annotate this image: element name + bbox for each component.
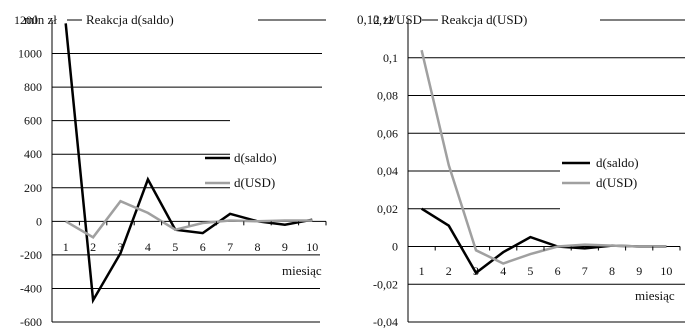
y-tick-label: -400	[20, 281, 42, 295]
y-tick-label: 0,04	[377, 164, 398, 178]
y-tick-label: 1000	[18, 47, 42, 61]
y-unit-label: 0,12 zł/USD	[357, 12, 422, 27]
y-tick-label: 200	[24, 181, 42, 195]
x-tick-label: 10	[660, 264, 672, 278]
y-tick-label: -600	[20, 315, 42, 329]
y-tick-label: 0,08	[377, 89, 398, 103]
y-tick-label: 800	[24, 80, 42, 94]
y-tick-label: 600	[24, 114, 42, 128]
x-tick-label: 6	[555, 264, 561, 278]
legend-label-usd: d(USD)	[234, 175, 275, 190]
chart-title: Reakcja d(USD)	[441, 12, 527, 27]
x-tick-label: 1	[419, 264, 425, 278]
series-line-dsaldo	[420, 207, 667, 275]
x-tick-label: 4	[145, 240, 151, 254]
x-tick-label: 8	[609, 264, 615, 278]
x-tick-label: 3	[118, 240, 124, 254]
y-tick-label: 0	[36, 214, 42, 228]
x-axis-label: miesiąc	[635, 288, 675, 303]
x-tick-label: 2	[90, 240, 96, 254]
legend-label-saldo: d(saldo)	[234, 150, 277, 165]
y-tick-label: 0	[392, 240, 398, 254]
x-tick-label: 5	[527, 264, 533, 278]
y-tick-label: 0,02	[377, 202, 398, 216]
x-tick-label: 9	[636, 264, 642, 278]
y-tick-labels: 0,12 0,1 0,08 0,06 0,04 0,02 0 -0,02 -0,04	[373, 13, 398, 329]
y-tick-label: 1200	[14, 13, 38, 27]
x-tick-label: 2	[446, 264, 452, 278]
y-tick-label: -0,04	[373, 315, 398, 329]
x-tick-label: 7	[227, 240, 233, 254]
chart-saldo: 1200 1000 800 600 400 200 0 -200 -400 -600 1 2 3 4 5 6…	[14, 12, 327, 329]
y-tick-label: 0,06	[377, 126, 398, 140]
x-axis-label: miesiąc	[282, 263, 322, 278]
x-tick-labels: 1 2 3 4 5 6 7 8 9 10	[419, 264, 673, 278]
y-tick-label: 400	[24, 147, 42, 161]
y-tick-labels: 1200 1000 800 600 400 200 0 -200 -400 -600	[14, 13, 42, 329]
chart-header: 0,12 zł/USD Reakcja d(USD)	[357, 12, 685, 27]
grid-lines	[408, 57, 685, 323]
x-tick-label: 4	[500, 264, 506, 278]
legend: d(saldo) d(USD)	[205, 150, 277, 190]
legend: d(saldo) d(USD)	[562, 155, 639, 190]
chart-header: mln zł Reakcja d(saldo)	[24, 12, 326, 27]
x-tick-label: 5	[172, 240, 178, 254]
x-tick-label: 10	[306, 240, 318, 254]
x-tick-label: 8	[255, 240, 261, 254]
x-tick-labels: 1 2 3 4 5 6 7 8 9 10	[63, 240, 319, 254]
grid-lines	[52, 53, 322, 323]
y-unit-label: mln zł	[24, 12, 57, 27]
x-tick-label: 9	[282, 240, 288, 254]
y-tick-label: 0,1	[383, 51, 398, 65]
y-tick-label: -200	[20, 248, 42, 262]
x-tick-label: 7	[582, 264, 588, 278]
y-tick-label: -0,02	[373, 277, 398, 291]
y-tick-label: 0,12	[373, 13, 394, 27]
x-tick-label: 6	[200, 240, 206, 254]
chart-title: Reakcja d(saldo)	[86, 12, 174, 27]
legend-label-usd: d(USD)	[596, 175, 637, 190]
x-tick-label: 1	[63, 240, 69, 254]
series-line-dusd	[65, 199, 313, 239]
legend-label-saldo: d(saldo)	[596, 155, 639, 170]
